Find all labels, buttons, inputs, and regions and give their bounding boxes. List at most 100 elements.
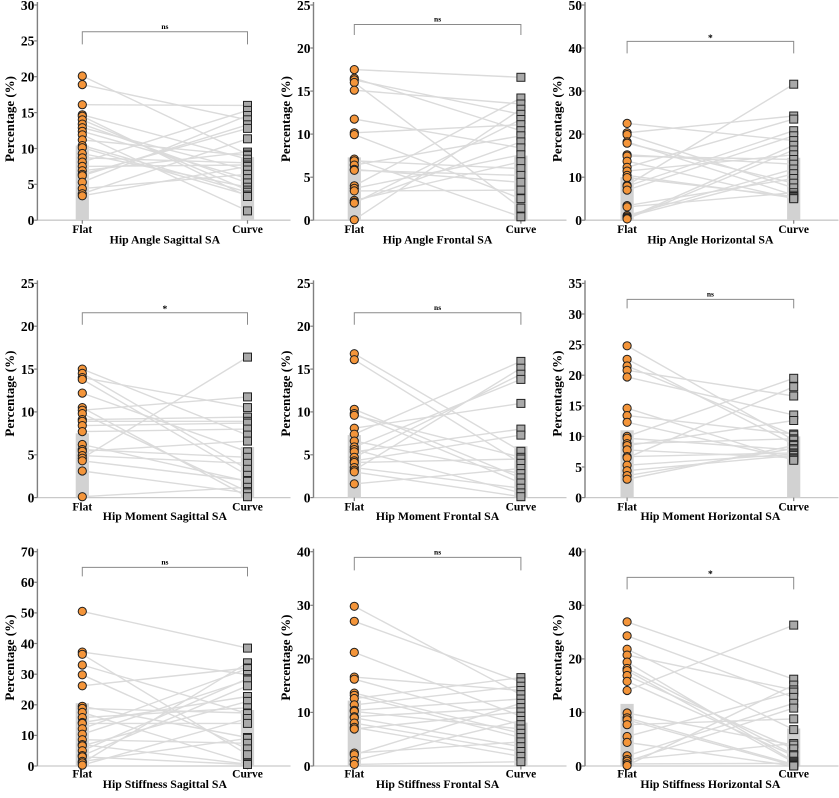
svg-text:Percentage (%): Percentage (%): [2, 615, 17, 701]
svg-text:Curve: Curve: [506, 768, 537, 780]
svg-text:0: 0: [28, 213, 35, 228]
svg-text:*: *: [163, 305, 168, 315]
svg-text:30: 30: [569, 84, 583, 99]
svg-text:5: 5: [575, 460, 582, 475]
svg-text:Flat: Flat: [72, 501, 92, 513]
svg-text:Hip Stiffness Frontal SA: Hip Stiffness Frontal SA: [376, 777, 500, 791]
svg-text:25: 25: [569, 337, 583, 352]
svg-text:0: 0: [304, 213, 311, 228]
svg-text:0: 0: [28, 490, 35, 505]
svg-text:Flat: Flat: [344, 501, 364, 513]
svg-text:10: 10: [569, 429, 583, 444]
svg-text:0: 0: [304, 490, 311, 505]
svg-text:30: 30: [21, 667, 35, 682]
svg-text:40: 40: [569, 41, 583, 56]
svg-text:35: 35: [569, 276, 583, 291]
svg-text:Percentage (%): Percentage (%): [2, 351, 17, 437]
svg-text:10: 10: [297, 405, 311, 420]
svg-text:Hip Stiffness Horizontal SA: Hip Stiffness Horizontal SA: [640, 777, 780, 791]
svg-text:Curve: Curve: [232, 768, 263, 780]
svg-text:Percentage (%): Percentage (%): [550, 615, 565, 701]
svg-text:0: 0: [575, 759, 582, 774]
svg-text:Curve: Curve: [778, 768, 809, 780]
svg-text:Flat: Flat: [344, 224, 364, 236]
svg-text:20: 20: [21, 70, 35, 85]
svg-text:50: 50: [569, 0, 583, 13]
svg-text:50: 50: [21, 606, 35, 621]
svg-text:Percentage (%): Percentage (%): [2, 76, 17, 162]
svg-text:15: 15: [297, 362, 311, 377]
svg-text:40: 40: [21, 636, 35, 651]
svg-text:5: 5: [28, 177, 35, 192]
svg-text:20: 20: [297, 652, 311, 667]
svg-text:ns: ns: [161, 22, 168, 31]
svg-text:20: 20: [297, 319, 311, 334]
svg-text:5: 5: [28, 448, 35, 463]
svg-text:10: 10: [21, 728, 35, 743]
svg-text:10: 10: [21, 405, 35, 420]
svg-text:Hip Angle Horizontal SA: Hip Angle Horizontal SA: [647, 233, 774, 247]
svg-text:30: 30: [569, 307, 583, 322]
svg-text:Hip Angle Frontal SA: Hip Angle Frontal SA: [383, 233, 493, 247]
svg-text:40: 40: [569, 545, 583, 560]
svg-text:Percentage (%): Percentage (%): [278, 76, 293, 162]
svg-text:Flat: Flat: [344, 768, 364, 780]
svg-text:5: 5: [304, 170, 311, 185]
svg-text:15: 15: [297, 84, 311, 99]
svg-text:10: 10: [569, 170, 583, 185]
svg-text:Hip Angle Sagittal SA: Hip Angle Sagittal SA: [110, 233, 221, 247]
svg-text:20: 20: [21, 319, 35, 334]
svg-text:25: 25: [297, 0, 311, 13]
svg-text:Hip Stiffness Sagittal SA: Hip Stiffness Sagittal SA: [103, 777, 228, 791]
svg-text:20: 20: [569, 127, 583, 142]
svg-text:20: 20: [569, 652, 583, 667]
svg-text:10: 10: [569, 705, 583, 720]
svg-text:15: 15: [21, 105, 35, 120]
svg-text:Curve: Curve: [506, 501, 537, 513]
svg-text:20: 20: [569, 368, 583, 383]
svg-text:0: 0: [575, 490, 582, 505]
svg-text:20: 20: [297, 41, 311, 56]
svg-text:ns: ns: [434, 15, 441, 24]
svg-text:Curve: Curve: [232, 224, 263, 236]
svg-text:30: 30: [297, 598, 311, 613]
svg-text:Hip Moment Sagittal SA: Hip Moment Sagittal SA: [103, 509, 228, 523]
svg-text:70: 70: [21, 545, 35, 560]
svg-text:0: 0: [304, 759, 311, 774]
svg-text:25: 25: [21, 276, 35, 291]
svg-text:25: 25: [297, 276, 311, 291]
svg-text:40: 40: [297, 545, 311, 560]
svg-text:25: 25: [21, 34, 35, 49]
svg-text:0: 0: [28, 759, 35, 774]
svg-text:Percentage (%): Percentage (%): [550, 76, 565, 162]
svg-text:Percentage (%): Percentage (%): [278, 351, 293, 437]
svg-text:*: *: [708, 34, 713, 44]
svg-text:Flat: Flat: [72, 224, 92, 236]
svg-text:15: 15: [569, 399, 583, 414]
svg-text:20: 20: [21, 698, 35, 713]
svg-text:10: 10: [297, 127, 311, 142]
svg-text:ns: ns: [434, 548, 441, 557]
svg-text:Flat: Flat: [617, 224, 637, 236]
svg-text:Curve: Curve: [232, 501, 263, 513]
svg-text:5: 5: [304, 448, 311, 463]
svg-text:ns: ns: [161, 558, 168, 567]
svg-text:15: 15: [21, 362, 35, 377]
svg-text:30: 30: [21, 0, 35, 13]
svg-text:Flat: Flat: [617, 501, 637, 513]
svg-text:10: 10: [297, 705, 311, 720]
svg-text:0: 0: [575, 213, 582, 228]
svg-text:60: 60: [21, 575, 35, 590]
svg-text:*: *: [708, 570, 713, 580]
svg-text:Hip Moment Horizontal SA: Hip Moment Horizontal SA: [640, 509, 780, 523]
svg-text:Curve: Curve: [778, 501, 809, 513]
svg-text:10: 10: [21, 141, 35, 156]
svg-text:Percentage (%): Percentage (%): [278, 615, 293, 701]
svg-text:ns: ns: [434, 303, 441, 312]
svg-text:Hip Moment Frontal SA: Hip Moment Frontal SA: [376, 509, 500, 523]
svg-text:30: 30: [569, 598, 583, 613]
svg-text:Percentage (%): Percentage (%): [550, 351, 565, 437]
svg-text:Flat: Flat: [617, 768, 637, 780]
svg-text:Flat: Flat: [72, 768, 92, 780]
svg-text:Curve: Curve: [506, 224, 537, 236]
